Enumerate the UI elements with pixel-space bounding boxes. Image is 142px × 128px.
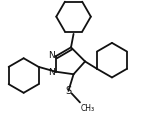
Text: CH₃: CH₃ — [81, 104, 95, 113]
Text: S: S — [65, 86, 72, 96]
Text: N: N — [48, 51, 55, 60]
Text: N: N — [48, 68, 55, 77]
